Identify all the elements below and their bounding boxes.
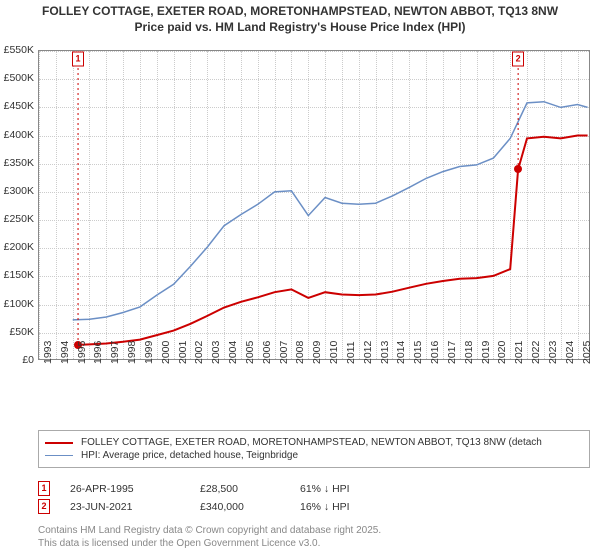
x-axis-tick: 2018 bbox=[463, 341, 475, 364]
x-axis-tick: 2000 bbox=[160, 341, 172, 364]
x-axis-tick: 1995 bbox=[76, 341, 88, 364]
series-hpi bbox=[73, 102, 588, 320]
sale-marker-icon: 2 bbox=[512, 52, 524, 67]
title-line2: Price paid vs. HM Land Registry's House … bbox=[8, 20, 592, 36]
x-axis-tick: 1994 bbox=[59, 341, 71, 364]
x-axis-tick: 2025 bbox=[581, 341, 593, 364]
x-axis-tick: 2019 bbox=[480, 341, 492, 364]
x-axis-tick: 2012 bbox=[362, 341, 374, 364]
x-axis-tick: 1993 bbox=[42, 341, 54, 364]
attribution-line1: Contains HM Land Registry data © Crown c… bbox=[38, 524, 381, 537]
attribution-line2: This data is licensed under the Open Gov… bbox=[38, 537, 381, 550]
y-axis-tick: £450K bbox=[0, 100, 34, 112]
y-axis-tick: £100K bbox=[0, 298, 34, 310]
y-axis-tick: £250K bbox=[0, 213, 34, 225]
legend: FOLLEY COTTAGE, EXETER ROAD, MORETONHAMP… bbox=[38, 430, 590, 468]
x-axis-tick: 2024 bbox=[564, 341, 576, 364]
y-axis-tick: £50K bbox=[0, 326, 34, 338]
sale-marker-icon: 1 bbox=[72, 52, 84, 67]
y-axis-tick: £350K bbox=[0, 157, 34, 169]
x-axis-tick: 2021 bbox=[513, 341, 525, 364]
sale-row: 2 23-JUN-2021 £340,000 16% ↓ HPI bbox=[38, 499, 590, 514]
series-lines bbox=[39, 51, 591, 361]
x-axis-tick: 2017 bbox=[446, 341, 458, 364]
legend-row: HPI: Average price, detached house, Teig… bbox=[45, 450, 583, 461]
x-axis-tick: 2008 bbox=[294, 341, 306, 364]
sale-price: £340,000 bbox=[200, 501, 300, 513]
x-axis-tick: 2022 bbox=[530, 341, 542, 364]
x-axis-tick: 1999 bbox=[143, 341, 155, 364]
x-axis-tick: 2013 bbox=[379, 341, 391, 364]
legend-label: HPI: Average price, detached house, Teig… bbox=[81, 450, 298, 461]
y-axis-tick: £550K bbox=[0, 44, 34, 56]
x-axis-tick: 2005 bbox=[244, 341, 256, 364]
sale-marker-icon: 2 bbox=[38, 499, 50, 514]
x-axis-tick: 1998 bbox=[126, 341, 138, 364]
x-axis-tick: 1996 bbox=[92, 341, 104, 364]
sale-data-point bbox=[514, 165, 522, 173]
legend-label: FOLLEY COTTAGE, EXETER ROAD, MORETONHAMP… bbox=[81, 437, 542, 448]
x-axis-tick: 2003 bbox=[210, 341, 222, 364]
x-axis-tick: 2007 bbox=[278, 341, 290, 364]
x-axis-tick: 2016 bbox=[429, 341, 441, 364]
plot-region: 12 bbox=[38, 50, 590, 360]
legend-swatch-price-paid bbox=[45, 442, 73, 444]
sale-date: 26-APR-1995 bbox=[70, 483, 200, 495]
x-axis-tick: 2011 bbox=[345, 341, 357, 364]
sale-row: 1 26-APR-1995 £28,500 61% ↓ HPI bbox=[38, 481, 590, 496]
y-axis-tick: £400K bbox=[0, 129, 34, 141]
sale-delta: 61% ↓ HPI bbox=[300, 483, 420, 495]
sales-table: 1 26-APR-1995 £28,500 61% ↓ HPI 2 23-JUN… bbox=[38, 478, 590, 517]
x-axis-tick: 2015 bbox=[412, 341, 424, 364]
sale-delta: 16% ↓ HPI bbox=[300, 501, 420, 513]
x-axis-tick: 2001 bbox=[177, 341, 189, 364]
legend-swatch-hpi bbox=[45, 455, 73, 456]
sale-price: £28,500 bbox=[200, 483, 300, 495]
y-axis-tick: £150K bbox=[0, 269, 34, 281]
x-axis-tick: 2020 bbox=[496, 341, 508, 364]
y-axis-tick: £0 bbox=[0, 354, 34, 366]
title-line1: FOLLEY COTTAGE, EXETER ROAD, MORETONHAMP… bbox=[8, 4, 592, 20]
x-axis-tick: 2004 bbox=[227, 341, 239, 364]
series-price_paid bbox=[78, 136, 588, 345]
x-axis-tick: 2014 bbox=[395, 341, 407, 364]
attribution: Contains HM Land Registry data © Crown c… bbox=[38, 524, 381, 550]
y-axis-tick: £300K bbox=[0, 185, 34, 197]
x-axis-tick: 2002 bbox=[193, 341, 205, 364]
y-axis-tick: £500K bbox=[0, 72, 34, 84]
x-axis-tick: 2006 bbox=[261, 341, 273, 364]
y-axis-tick: £200K bbox=[0, 241, 34, 253]
x-axis-tick: 2009 bbox=[311, 341, 323, 364]
sale-marker-icon: 1 bbox=[38, 481, 50, 496]
chart-title: FOLLEY COTTAGE, EXETER ROAD, MORETONHAMP… bbox=[0, 0, 600, 37]
x-axis-tick: 2010 bbox=[328, 341, 340, 364]
chart-area: 12 £0£50K£100K£150K£200K£250K£300K£350K£… bbox=[38, 50, 590, 390]
legend-row: FOLLEY COTTAGE, EXETER ROAD, MORETONHAMP… bbox=[45, 437, 583, 448]
sale-date: 23-JUN-2021 bbox=[70, 501, 200, 513]
x-axis-tick: 1997 bbox=[109, 341, 121, 364]
x-axis-tick: 2023 bbox=[547, 341, 559, 364]
